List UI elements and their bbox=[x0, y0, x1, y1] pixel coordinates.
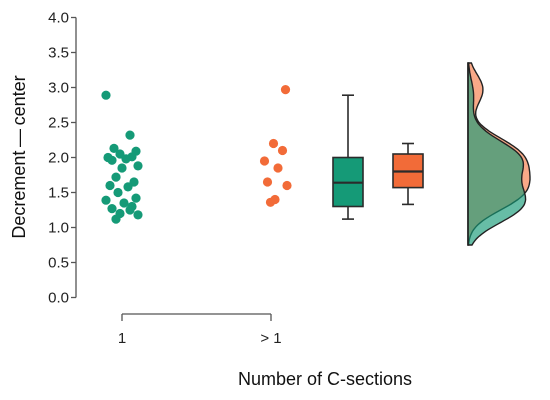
data-point bbox=[101, 195, 111, 205]
density-group-1 bbox=[467, 62, 527, 246]
data-point bbox=[265, 197, 276, 207]
data-point bbox=[131, 193, 141, 203]
data-point bbox=[125, 205, 135, 215]
data-point bbox=[105, 180, 115, 191]
data-point bbox=[259, 156, 270, 166]
x-tick-label: 1 bbox=[118, 330, 126, 347]
data-point bbox=[121, 154, 131, 164]
y-tick-label: 3.0 bbox=[48, 80, 69, 97]
strip-points bbox=[101, 85, 292, 224]
y-tick-label: 1.5 bbox=[48, 185, 69, 202]
data-point bbox=[119, 198, 129, 208]
data-point bbox=[109, 143, 119, 153]
y-tick-label: 0.5 bbox=[48, 255, 69, 272]
data-point bbox=[282, 180, 292, 191]
data-point bbox=[111, 172, 121, 182]
data-point bbox=[133, 161, 143, 171]
density-plot bbox=[467, 62, 531, 246]
data-point bbox=[125, 130, 135, 140]
y-axis: 0.0 0.5 1.0 1.5 2.0 2.5 3.0 3.5 4.0 bbox=[48, 10, 77, 307]
box-plots bbox=[332, 94, 424, 220]
data-point bbox=[113, 187, 123, 198]
x-tick-label: > 1 bbox=[260, 330, 281, 347]
y-axis-title: Decrement — center bbox=[9, 75, 29, 238]
data-point bbox=[133, 210, 143, 220]
y-tick-label: 2.0 bbox=[48, 150, 69, 167]
data-point bbox=[268, 138, 279, 149]
data-point bbox=[123, 182, 133, 192]
y-tick-label: 3.5 bbox=[48, 45, 69, 62]
data-point bbox=[280, 85, 291, 95]
data-point bbox=[273, 163, 283, 173]
data-point bbox=[107, 155, 117, 165]
y-tick-label: 4.0 bbox=[48, 10, 69, 27]
data-point bbox=[107, 204, 117, 214]
data-point bbox=[277, 145, 288, 156]
x-axis: 1 > 1 bbox=[118, 313, 282, 347]
data-point bbox=[262, 177, 273, 187]
data-point bbox=[117, 163, 127, 173]
y-tick-label: 2.5 bbox=[48, 115, 69, 132]
y-tick-label: 1.0 bbox=[48, 220, 69, 237]
x-axis-title: Number of C-sections bbox=[238, 369, 412, 389]
data-point bbox=[111, 214, 121, 224]
y-tick-label: 0.0 bbox=[48, 290, 69, 307]
data-point bbox=[101, 90, 111, 100]
